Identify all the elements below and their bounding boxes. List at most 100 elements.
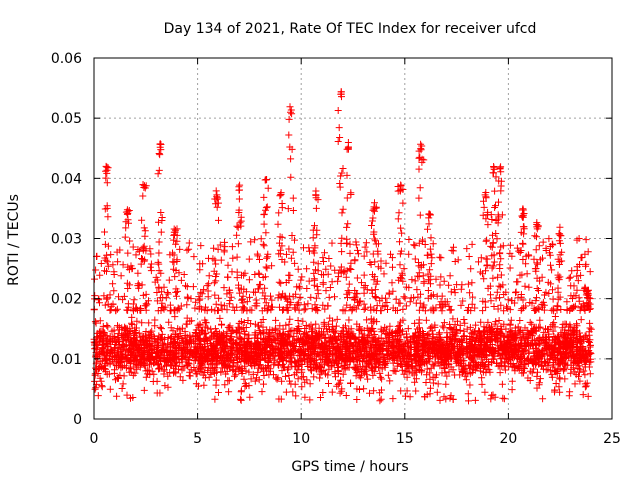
data-point: [135, 247, 143, 255]
data-point: [463, 307, 471, 314]
data-point: [398, 271, 406, 279]
data-point: [427, 280, 434, 288]
data-point: [164, 383, 172, 391]
data-point: [119, 332, 127, 340]
data-point: [217, 352, 224, 360]
data-point: [142, 367, 150, 375]
data-point: [186, 372, 194, 380]
data-point: [262, 229, 270, 237]
data-point: [497, 322, 505, 330]
data-point: [160, 370, 168, 378]
data-point: [324, 302, 332, 310]
data-point: [457, 344, 465, 352]
data-point: [563, 306, 571, 314]
data-point: [266, 333, 274, 341]
data-point: [401, 294, 409, 302]
data-point: [426, 266, 434, 274]
data-point: [153, 349, 160, 357]
data-point: [515, 247, 523, 255]
data-point: [183, 354, 191, 362]
data-point: [117, 272, 125, 280]
x-tick-label: 25: [603, 431, 621, 447]
data-point: [529, 336, 536, 344]
data-point: [351, 287, 359, 294]
data-point: [360, 306, 368, 313]
data-point: [489, 262, 497, 270]
data-point: [124, 300, 132, 308]
data-point: [247, 345, 255, 352]
data-point: [284, 205, 292, 213]
data-point: [240, 304, 248, 312]
data-point: [140, 338, 148, 346]
data-point: [433, 341, 441, 349]
data-point: [216, 241, 224, 249]
data-point: [482, 323, 490, 331]
data-point: [183, 293, 191, 301]
data-point: [357, 374, 365, 382]
data-point: [367, 261, 375, 268]
data-point: [584, 392, 592, 400]
data-point: [192, 353, 200, 361]
data-point: [555, 374, 563, 382]
data-point: [446, 320, 454, 328]
data-point: [198, 290, 206, 298]
data-point: [282, 294, 290, 302]
data-point: [503, 356, 511, 364]
data-point: [433, 388, 441, 396]
data-point: [233, 268, 241, 276]
data-point: [347, 189, 355, 197]
data-point: [563, 344, 570, 352]
data-point: [276, 192, 284, 200]
data-point: [445, 351, 453, 359]
data-point: [459, 362, 467, 370]
data-point: [156, 140, 164, 148]
data-point: [202, 333, 210, 341]
data-point: [240, 375, 248, 383]
data-point: [92, 384, 100, 392]
data-point: [206, 334, 214, 342]
data-point: [237, 325, 245, 333]
data-point: [294, 299, 302, 307]
data-point: [164, 290, 172, 298]
data-point: [325, 380, 332, 387]
data-point: [338, 169, 346, 177]
data-point: [145, 319, 153, 327]
data-point: [155, 238, 163, 246]
data-point: [260, 193, 268, 201]
data-point: [310, 335, 318, 343]
data-point: [497, 283, 505, 291]
data-point: [497, 271, 505, 279]
data-point: [444, 360, 452, 368]
data-point: [223, 328, 231, 336]
data-point: [404, 325, 412, 333]
data-point: [366, 389, 373, 397]
data-point: [224, 377, 232, 385]
data-point: [213, 195, 221, 203]
data-point: [427, 292, 435, 300]
data-point: [528, 369, 536, 377]
data-point: [235, 209, 243, 216]
data-point: [232, 363, 240, 371]
data-point: [245, 338, 253, 345]
data-point: [494, 219, 502, 227]
data-point: [106, 385, 114, 393]
data-point: [274, 294, 282, 302]
data-point: [236, 289, 244, 297]
data-point: [285, 320, 293, 328]
data-point: [353, 347, 361, 354]
data-point: [450, 286, 458, 294]
data-point: [548, 266, 556, 274]
data-point: [274, 220, 282, 228]
data-point: [205, 272, 213, 280]
data-point: [553, 302, 561, 310]
data-point: [452, 327, 460, 335]
data-point: [467, 362, 475, 370]
data-point: [484, 284, 492, 292]
data-point: [395, 209, 403, 217]
data-point: [154, 258, 162, 266]
data-point: [338, 348, 346, 356]
data-point: [457, 301, 465, 309]
data-point: [480, 197, 487, 205]
data-point: [496, 249, 504, 257]
data-point: [386, 377, 394, 385]
